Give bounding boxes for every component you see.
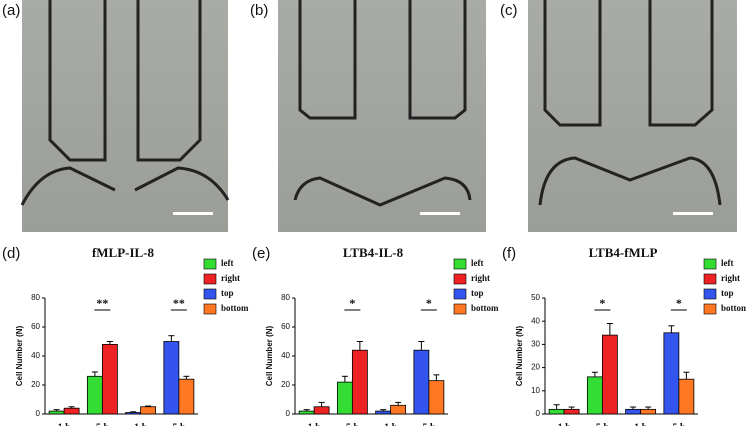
bar [601,334,618,415]
legend-swatch [203,258,217,270]
x-tick-label: 1 h [634,422,648,426]
bar [586,376,603,415]
bar [375,410,392,415]
bar [640,408,657,415]
bar [563,408,580,415]
x-tick-label: 5 h [422,422,436,426]
y-tick-label: 80 [281,293,290,302]
y-tick-label: 0 [286,409,291,418]
significance: * [349,296,355,310]
bar [140,406,157,415]
bar [163,341,180,415]
y-tick-label: 60 [281,322,290,331]
legend-label: left [221,258,234,268]
bar [48,410,65,415]
bar [663,332,680,415]
legend-swatch [703,288,717,300]
legend-swatch [203,273,217,285]
bar [313,406,330,415]
legend-label: right [721,273,740,283]
y-tick-label: 20 [31,380,40,389]
legend-swatch [453,273,467,285]
legend-label: top [221,288,234,298]
legend-swatch [203,303,217,315]
legend-label: right [471,273,490,283]
micrograph [20,0,230,232]
y-tick-label: 60 [31,322,40,331]
y-tick-label: 0 [536,409,541,418]
y-tick-label: 40 [281,351,290,360]
micrograph [528,0,737,232]
legend-swatch [703,273,717,285]
significance: ** [96,296,108,310]
x-tick-label: 1 h [134,422,148,426]
y-axis-label: Cell Number (N) [15,325,24,386]
legend-label: bottom [221,303,249,313]
y-axis-label: Cell Number (N) [265,325,274,386]
panel-label: (e) [252,245,270,262]
legend-swatch [203,288,217,300]
panel-label: (b) [250,2,268,19]
chart-title: LTB4-IL-8 [343,245,404,260]
legend-label: top [721,288,734,298]
x-tick-label: 5 h [346,422,360,426]
micrograph [278,0,486,232]
legend-swatch [453,258,467,270]
x-tick-label: 5 h [172,422,186,426]
panel-label: (a) [2,2,20,19]
y-tick-label: 40 [531,316,540,325]
legend-label: left [721,258,734,268]
x-tick-label: 1 h [308,422,322,426]
bar [298,410,315,415]
x-tick-label: 5 h [672,422,686,426]
legend-label: bottom [471,303,499,313]
bar [390,404,407,415]
bar [678,378,695,415]
legend-swatch [703,258,717,270]
y-tick-label: 80 [31,293,40,302]
y-tick-label: 30 [531,340,540,349]
y-tick-label: 20 [281,380,290,389]
y-tick-label: 40 [31,351,40,360]
legend-swatch [703,303,717,315]
legend-label: right [221,273,240,283]
legend-label: bottom [721,303,746,313]
significance: * [426,296,432,310]
significance: * [599,296,605,310]
bar [178,378,195,415]
bar [428,380,445,415]
chart-title: LTB4-fMLP [589,245,658,260]
bar [101,343,118,415]
legend-swatch [453,303,467,315]
bar [548,408,565,415]
x-tick-label: 1 h [58,422,72,426]
bar [86,375,103,415]
y-tick-label: 50 [531,293,540,302]
panel-label: (d) [2,245,20,262]
panel-label: (f) [502,245,516,262]
legend-label: left [471,258,484,268]
bar [125,412,142,415]
significance: * [676,296,682,310]
x-tick-label: 5 h [596,422,610,426]
x-tick-label: 1 h [558,422,572,426]
y-tick-label: 0 [36,409,41,418]
chart-title: fMLP-IL-8 [92,245,155,260]
x-tick-label: 5 h [96,422,110,426]
bar [63,407,80,415]
bar [413,349,430,415]
y-axis-label: Cell Number (N) [515,325,524,386]
y-tick-label: 10 [531,386,540,395]
bar [625,408,642,415]
bar [336,381,353,415]
panel-label: (c) [500,2,518,19]
bar [351,349,368,415]
legend-label: top [471,288,484,298]
x-tick-label: 1 h [384,422,398,426]
y-tick-label: 20 [531,363,540,372]
legend-swatch [453,288,467,300]
significance: ** [173,296,185,310]
